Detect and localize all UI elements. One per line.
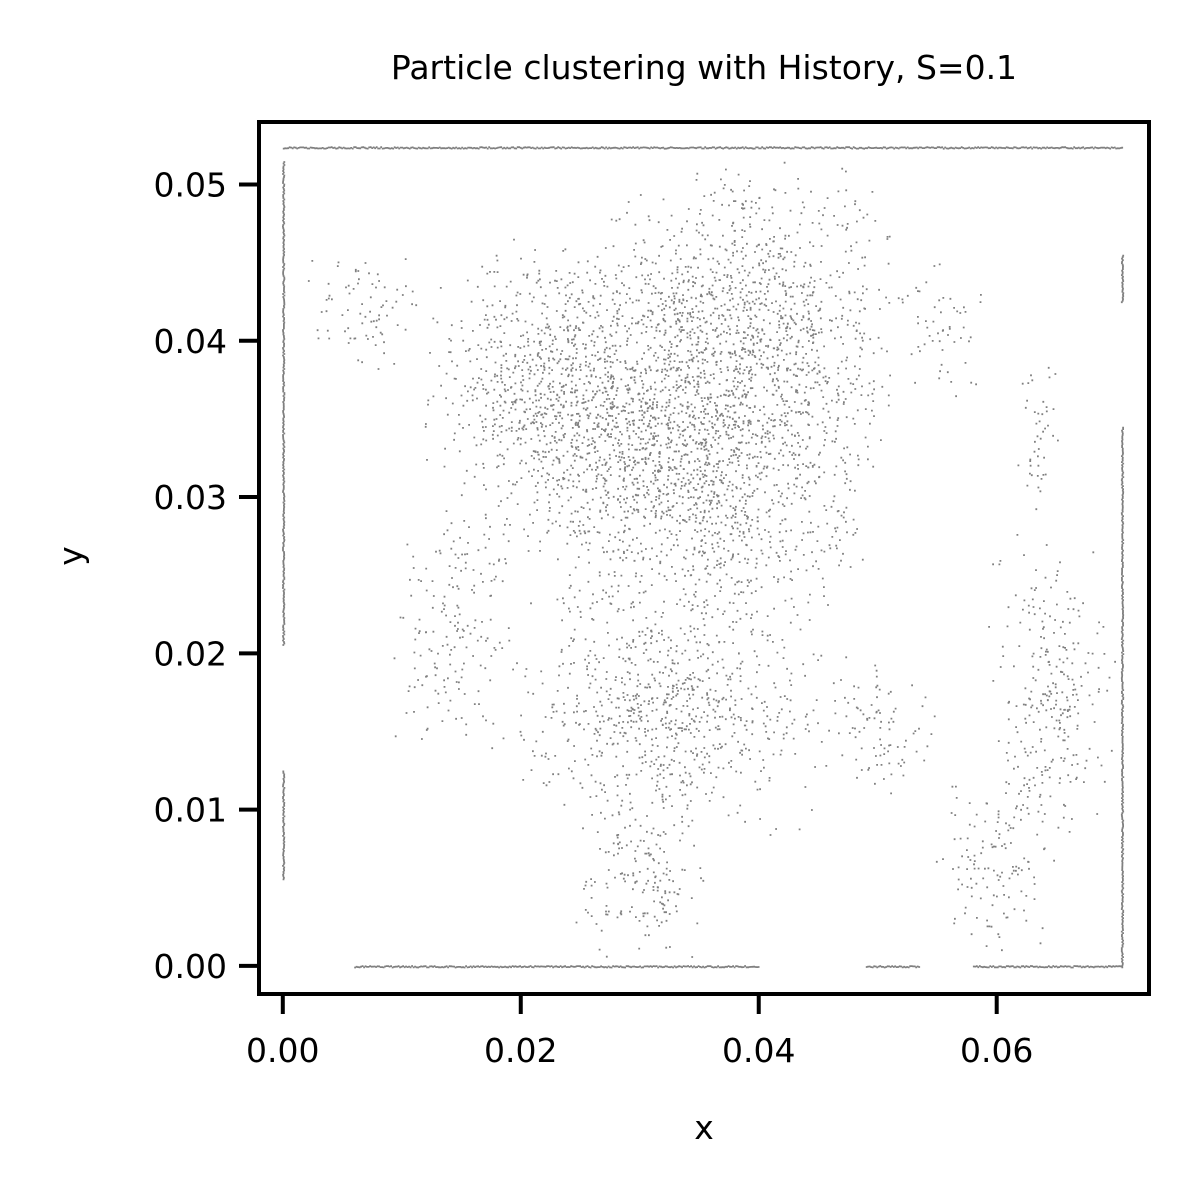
y-tick-label: 0.04 [154,322,227,361]
y-tick-label: 0.03 [154,478,227,517]
x-axis-ticks: 0.00 0.02 0.04 0.06 [246,994,1033,1070]
y-axis-label: y [51,546,90,566]
y-tick-label: 0.05 [154,166,227,205]
plot-frame [257,120,1151,996]
y-tick-label: 0.02 [154,634,227,673]
x-tick-label: 0.04 [722,1031,795,1070]
y-axis-ticks: 0.00 0.01 0.02 0.03 0.04 0.05 [154,166,259,986]
y-tick-label: 0.01 [154,791,227,830]
chart-title: Particle clustering with History, S=0.1 [391,48,1017,87]
y-tick-label: 0.00 [154,947,227,986]
x-axis-label: x [694,1108,714,1147]
x-tick-label: 0.02 [484,1031,557,1070]
scatter-points [282,146,1125,969]
x-tick-label: 0.00 [246,1031,319,1070]
x-tick-label: 0.06 [960,1031,1033,1070]
particle-points [282,146,1125,969]
